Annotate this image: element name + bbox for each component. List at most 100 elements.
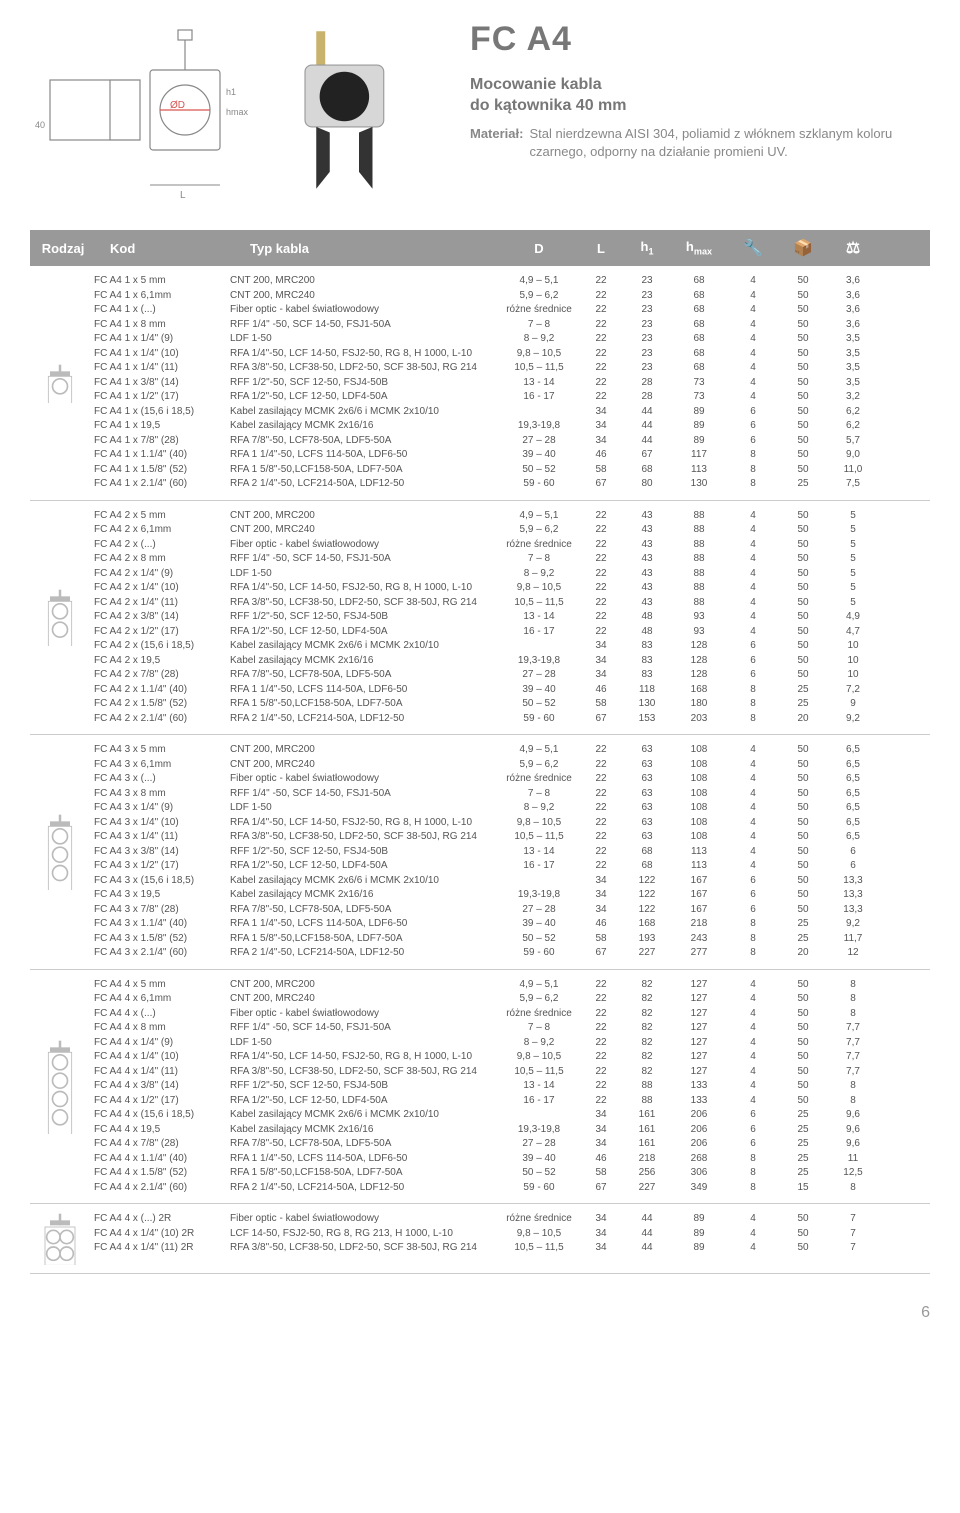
cell: 13 - 14 bbox=[500, 610, 578, 625]
cell: 13,3 bbox=[828, 903, 878, 918]
cell: RFA 2 1/4"-50, LCF214-50A, LDF12-50 bbox=[230, 477, 500, 492]
table-row: FC A4 3 x (...)Fiber optic - kabel świat… bbox=[90, 772, 930, 787]
cell: 88 bbox=[670, 581, 728, 596]
cell: RFA 1/4"-50, LCF 14-50, FSJ2-50, RG 8, H… bbox=[230, 347, 500, 362]
table-row: FC A4 4 x 1/2" (17)RFA 1/2"-50, LCF 12-5… bbox=[90, 1094, 930, 1109]
cell: FC A4 2 x (...) bbox=[90, 538, 230, 553]
diagram-label-h1: h1 bbox=[226, 87, 236, 97]
cell: 22 bbox=[578, 859, 624, 874]
cell: FC A4 4 x 1/2" (17) bbox=[90, 1094, 230, 1109]
cell: 6 bbox=[728, 639, 778, 654]
cell: 6,5 bbox=[828, 801, 878, 816]
cell: Kabel zasilający MCMK 2x6/6 i MCMK 2x10/… bbox=[230, 874, 500, 889]
th-d: D bbox=[500, 241, 578, 256]
cell: 67 bbox=[578, 712, 624, 727]
cell: 113 bbox=[670, 859, 728, 874]
cell: 4 bbox=[728, 567, 778, 582]
table-row: FC A4 4 x 7/8" (28)RFA 7/8"-50, LCF78-50… bbox=[90, 1137, 930, 1152]
cell: 7 – 8 bbox=[500, 1021, 578, 1036]
page-number: 6 bbox=[0, 1294, 960, 1332]
cell: FC A4 2 x 6,1mm bbox=[90, 523, 230, 538]
cell: 50 bbox=[778, 859, 828, 874]
cell: 46 bbox=[578, 683, 624, 698]
cell: CNT 200, MRC240 bbox=[230, 289, 500, 304]
cell: 50 bbox=[778, 1212, 828, 1227]
cell: FC A4 2 x (15,6 i 18,5) bbox=[90, 639, 230, 654]
cell: FC A4 3 x 1/4" (11) bbox=[90, 830, 230, 845]
cell bbox=[500, 1108, 578, 1123]
cell: 68 bbox=[670, 318, 728, 333]
cell: 25 bbox=[778, 697, 828, 712]
cell: 4,9 – 5,1 bbox=[500, 743, 578, 758]
cell: 3,6 bbox=[828, 318, 878, 333]
cell: 4 bbox=[728, 1212, 778, 1227]
cell: 6 bbox=[728, 668, 778, 683]
cell: 306 bbox=[670, 1166, 728, 1181]
cell: 108 bbox=[670, 830, 728, 845]
cell: 34 bbox=[578, 639, 624, 654]
cell: 23 bbox=[624, 274, 670, 289]
cell: 4 bbox=[728, 581, 778, 596]
cell: 8 – 9,2 bbox=[500, 332, 578, 347]
cell: 23 bbox=[624, 361, 670, 376]
cell: 50 bbox=[778, 992, 828, 1007]
cell: 4 bbox=[728, 1036, 778, 1051]
cell: 50 bbox=[778, 434, 828, 449]
cell: 8 bbox=[828, 1094, 878, 1109]
cell: 5 bbox=[828, 538, 878, 553]
cell: FC A4 1 x 3/8" (14) bbox=[90, 376, 230, 391]
cell: 113 bbox=[670, 463, 728, 478]
cell: 25 bbox=[778, 1123, 828, 1138]
cell: 3,6 bbox=[828, 274, 878, 289]
cell: FC A4 4 x 2.1/4" (60) bbox=[90, 1181, 230, 1196]
cell: 89 bbox=[670, 1241, 728, 1256]
cell: 4 bbox=[728, 978, 778, 993]
cell: 22 bbox=[578, 787, 624, 802]
cell: 28 bbox=[624, 390, 670, 405]
cell: 3,5 bbox=[828, 376, 878, 391]
table-row: FC A4 4 x 1.1/4" (40)RFA 1 1/4"-50, LCFS… bbox=[90, 1152, 930, 1167]
cell: 89 bbox=[670, 434, 728, 449]
table-row: FC A4 2 x 1/4" (10)RFA 1/4"-50, LCF 14-5… bbox=[90, 581, 930, 596]
table-row: FC A4 4 x 1/4" (11)RFA 3/8"-50, LCF38-50… bbox=[90, 1065, 930, 1080]
cell: 19,3-19,8 bbox=[500, 654, 578, 669]
cell: 8 bbox=[728, 463, 778, 478]
cell: 50 bbox=[778, 1094, 828, 1109]
cell: 50 bbox=[778, 347, 828, 362]
table-row: FC A4 1 x 3/8" (14)RFF 1/2"-50, SCF 12-5… bbox=[90, 376, 930, 391]
cell: RFA 7/8"-50, LCF78-50A, LDF5-50A bbox=[230, 1137, 500, 1152]
cell: 25 bbox=[778, 932, 828, 947]
cell: FC A4 2 x 8 mm bbox=[90, 552, 230, 567]
cell: 67 bbox=[578, 946, 624, 961]
cell: 20 bbox=[778, 946, 828, 961]
cell: 73 bbox=[670, 390, 728, 405]
cell: FC A4 3 x 1.5/8" (52) bbox=[90, 932, 230, 947]
cell: 9,8 – 10,5 bbox=[500, 816, 578, 831]
cell: 4 bbox=[728, 523, 778, 538]
cell: 25 bbox=[778, 1166, 828, 1181]
group: FC A4 1 x 5 mmCNT 200, MRC2004,9 – 5,122… bbox=[30, 266, 930, 501]
cell: 128 bbox=[670, 668, 728, 683]
cell: 22 bbox=[578, 625, 624, 640]
cell: 122 bbox=[624, 888, 670, 903]
cell: 25 bbox=[778, 683, 828, 698]
cell: RFA 7/8"-50, LCF78-50A, LDF5-50A bbox=[230, 903, 500, 918]
th-h1: h1 bbox=[624, 239, 670, 257]
cell: 88 bbox=[624, 1079, 670, 1094]
cell: RFA 3/8"-50, LCF38-50, LDF2-50, SCF 38-5… bbox=[230, 1065, 500, 1080]
cell: RFF 1/4" -50, SCF 14-50, FSJ1-50A bbox=[230, 1021, 500, 1036]
cell: 58 bbox=[578, 1166, 624, 1181]
cell: 50 bbox=[778, 787, 828, 802]
cell: 27 – 28 bbox=[500, 1137, 578, 1152]
table-row: FC A4 1 x 1.5/8" (52)RFA 1 5/8"-50,LCF15… bbox=[90, 463, 930, 478]
cell: 22 bbox=[578, 538, 624, 553]
cell: różne średnice bbox=[500, 1212, 578, 1227]
cell: LCF 14-50, FSJ2-50, RG 8, RG 213, H 1000… bbox=[230, 1227, 500, 1242]
cell: LDF 1-50 bbox=[230, 567, 500, 582]
cell: 4 bbox=[728, 801, 778, 816]
cell: RFF 1/2"-50, SCF 12-50, FSJ4-50B bbox=[230, 610, 500, 625]
cell: 22 bbox=[578, 347, 624, 362]
cell: 10 bbox=[828, 654, 878, 669]
cell: 227 bbox=[624, 1181, 670, 1196]
cell: 3,6 bbox=[828, 289, 878, 304]
